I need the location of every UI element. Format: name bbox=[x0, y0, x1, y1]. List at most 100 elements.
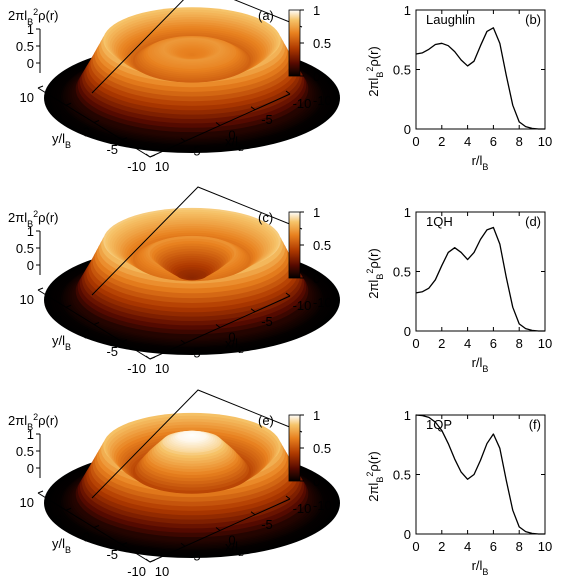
y-tick-label: 5 bbox=[55, 309, 62, 324]
y-tick-label: 0.5 bbox=[393, 63, 411, 78]
line-panel-2: 0 2 4 6 8 10 0 0.5 1 1QH (d) r/lB 2πlB2ρ(r) bbox=[365, 205, 552, 374]
x-tick bbox=[145, 355, 151, 360]
y-tick-label: 0 bbox=[83, 125, 90, 140]
plot-frame bbox=[415, 211, 546, 332]
series-line bbox=[415, 27, 545, 130]
panel-label: (b) bbox=[525, 12, 541, 27]
x-axis-label: r/lB bbox=[472, 355, 489, 374]
plot-title: Laughlin bbox=[426, 12, 475, 27]
x-tick bbox=[180, 137, 186, 142]
x-tick-label: 6 bbox=[490, 539, 497, 554]
series-line bbox=[415, 414, 545, 535]
y-tick bbox=[93, 525, 100, 528]
y-tick bbox=[65, 304, 72, 308]
z-tick-label: 0 bbox=[27, 461, 34, 476]
x-tick-label: -5 bbox=[261, 314, 273, 329]
colorbar-tick-label: -10 bbox=[313, 498, 332, 513]
colorbar-tick-label: 0.5 bbox=[313, 238, 331, 253]
y-tick bbox=[93, 322, 100, 325]
z-axis-label: 2πlB2ρ(r) bbox=[8, 7, 59, 27]
z-tick-label: 1 bbox=[27, 22, 34, 37]
colorbar bbox=[288, 414, 301, 482]
y-axis-label: 2πlB2ρ(r) bbox=[365, 451, 385, 502]
y-tick-label: -10 bbox=[127, 361, 146, 376]
x-tick-label: 10 bbox=[155, 159, 169, 174]
colorbar-tick-label: -10 bbox=[313, 295, 332, 310]
colorbar-tick-label: 1 bbox=[313, 205, 320, 220]
x-tick bbox=[215, 527, 221, 531]
x-tick-label: 10 bbox=[155, 361, 169, 376]
z-tick-label: 0.5 bbox=[16, 39, 34, 54]
line-panel-1: 0 2 4 6 8 10 0 0.5 1 Laughlin (b) r/lB 2πlB2ρ(r) bbox=[365, 3, 552, 172]
surface-ring bbox=[189, 54, 195, 56]
y-tick-label: 1 bbox=[404, 205, 411, 220]
y-tick-label: 0.5 bbox=[393, 468, 411, 483]
x-tick bbox=[145, 558, 151, 563]
y-tick bbox=[93, 120, 100, 123]
y-axis-label: y/lB bbox=[52, 131, 71, 150]
y-tick bbox=[37, 287, 44, 291]
x-tick-label: 5 bbox=[193, 548, 200, 563]
y-tick-label: 10 bbox=[20, 292, 34, 307]
y-tick bbox=[65, 507, 72, 511]
plot-title: 1QP bbox=[426, 417, 452, 432]
x-tick-label: 2 bbox=[438, 336, 445, 351]
series-line bbox=[415, 226, 545, 332]
surface-panel-3: 10.502πlB2ρ(r)1050-5-10y/lB1050-5-10x/lB… bbox=[8, 389, 340, 579]
y-axis-label: 2πlB2ρ(r) bbox=[365, 248, 385, 299]
x-tick bbox=[180, 542, 186, 547]
y-tick-label: 0 bbox=[83, 530, 90, 545]
colorbar-tick-label: 0 bbox=[313, 474, 320, 489]
x-tick-label: 5 bbox=[193, 143, 200, 158]
y-tick-label: 0 bbox=[83, 327, 90, 342]
x-tick-label: 0 bbox=[228, 128, 235, 143]
y-tick bbox=[37, 85, 44, 89]
y-tick-label: -10 bbox=[127, 159, 146, 174]
surface-ring bbox=[189, 276, 195, 279]
surface-panel-1: 10.502πlB2ρ(r)1050-5-10y/lB1050-5-10x/lB… bbox=[8, 0, 340, 174]
x-tick-label: -10 bbox=[293, 501, 312, 516]
x-tick bbox=[180, 339, 186, 344]
x-tick bbox=[250, 308, 256, 313]
z-axis-label: 2πlB2ρ(r) bbox=[8, 209, 59, 229]
x-tick-label: -5 bbox=[261, 112, 273, 127]
colorbar-tick-label: 0 bbox=[313, 271, 320, 286]
plot-frame bbox=[415, 9, 546, 130]
x-tick-label: 10 bbox=[155, 564, 169, 579]
x-tick bbox=[250, 511, 256, 516]
x-tick bbox=[285, 90, 291, 95]
y-tick-label: -10 bbox=[127, 564, 146, 579]
y-tick-label: 10 bbox=[20, 90, 34, 105]
z-tick-label: 1 bbox=[27, 427, 34, 442]
colorbar-tick-label: 0.5 bbox=[313, 36, 331, 51]
x-axis-label: r/lB bbox=[472, 558, 489, 577]
colorbar bbox=[288, 211, 301, 279]
surface-panel-2: 10.502πlB2ρ(r)1050-5-10y/lB1050-5-10x/lB… bbox=[8, 186, 340, 376]
colorbar-tick-label: 0 bbox=[313, 69, 320, 84]
y-tick bbox=[121, 339, 128, 343]
panel-label: (c) bbox=[258, 210, 273, 225]
y-tick bbox=[121, 137, 128, 141]
y-tick-label: 1 bbox=[404, 408, 411, 423]
x-tick-label: 0 bbox=[228, 533, 235, 548]
x-tick-label: 6 bbox=[490, 134, 497, 149]
x-tick-label: 4 bbox=[464, 134, 471, 149]
y-tick-label: -5 bbox=[106, 547, 118, 562]
x-tick bbox=[250, 106, 256, 111]
panel-label: (e) bbox=[258, 413, 274, 428]
x-tick-label: 5 bbox=[193, 345, 200, 360]
y-tick-label: 0 bbox=[404, 527, 411, 542]
x-tick bbox=[285, 495, 291, 500]
x-tick-label: 8 bbox=[516, 539, 523, 554]
y-tick-label: 0 bbox=[404, 324, 411, 339]
z-tick-label: 0 bbox=[27, 258, 34, 273]
y-axis-label: y/lB bbox=[52, 333, 71, 352]
panel-label: (a) bbox=[258, 8, 274, 23]
z-tick-label: 0.5 bbox=[16, 444, 34, 459]
panel-label: (f) bbox=[529, 417, 541, 432]
x-tick-label: 10 bbox=[538, 539, 552, 554]
x-tick-label: 2 bbox=[438, 134, 445, 149]
x-tick-label: -10 bbox=[293, 298, 312, 313]
x-tick-label: 10 bbox=[538, 336, 552, 351]
